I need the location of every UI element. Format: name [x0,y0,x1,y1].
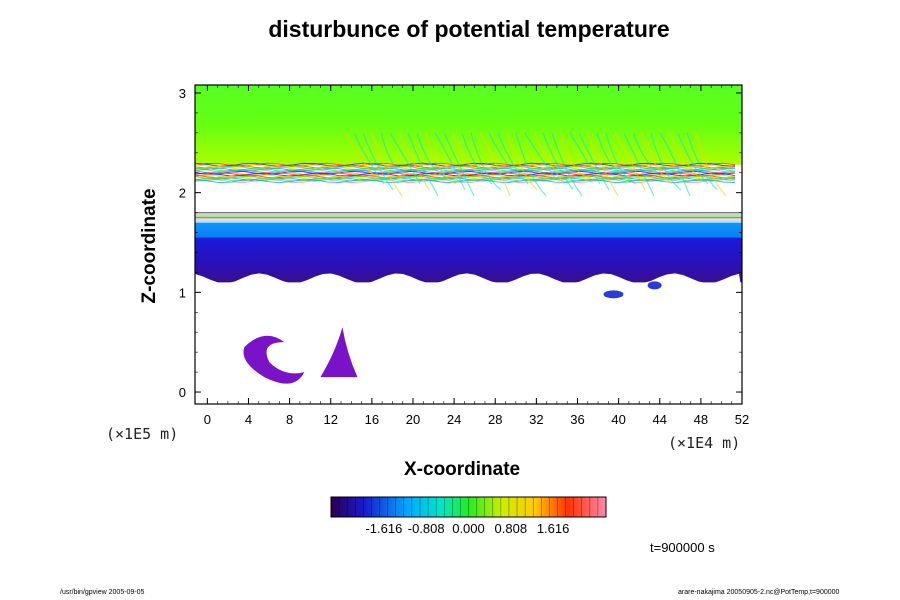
field-ripple [479,132,511,197]
colorbar-frame [330,496,607,518]
field-layer [195,85,742,165]
field-blob [320,327,358,378]
field-ripple [605,132,637,185]
chart-title: disturbunce of potential temperature [268,16,670,42]
colorbar-tick-label: -1.616 [365,521,402,536]
field-ripple [596,132,628,179]
x-axis: 0 4 8 12 16 20 24 28 32 36 40 44 48 52 [204,85,749,427]
field-ripple [569,132,601,185]
x-tick-label: 12 [323,412,337,427]
y-tick-label: 2 [179,186,186,201]
field-ripple [506,132,538,191]
colorbar-tick-label: -0.808 [408,521,445,536]
colorbar-tick-label: 0.000 [452,521,485,536]
field-blob [243,335,305,384]
plot-frame [194,84,743,405]
x-tick-label: 32 [529,412,543,427]
field-ripple [686,132,718,191]
field-ripple [353,132,385,185]
field-ripple [488,132,520,179]
y-tick-label: 1 [179,285,186,300]
colorbar: -1.616 -0.808 0.000 0.808 1.616 [330,496,607,536]
x-tick-label: 8 [286,412,293,427]
field-ripple [677,132,709,185]
x-tick-label: 20 [406,412,420,427]
time-label: t=900000 s [650,540,715,555]
field-ripple [560,132,592,179]
field-streak [195,179,736,184]
x-unit-label: (×1E4 m) [668,434,741,452]
field-ripple [614,132,646,191]
field-ripple [380,132,412,179]
y-tick-label: 0 [179,385,186,400]
x-tick-label: 40 [611,412,625,427]
y-unit-label: (×1E5 m) [106,425,179,443]
field-ripple [551,132,583,197]
x-tick-label: 0 [204,412,211,427]
field-ripple [623,132,655,197]
colorbar-tick-label: 0.808 [495,521,528,536]
field-ripple [587,132,619,197]
x-tick-label: 28 [488,412,502,427]
x-tick-label: 36 [570,412,584,427]
field-ripple [470,132,502,191]
x-tick-label: 4 [245,412,252,427]
field-ripple [443,132,475,197]
y-axis: 0 1 2 3 [179,86,742,400]
field-gap [195,187,742,211]
footer-right: arare-nakajima 20050905-2.nc@PotTemp,t=9… [678,589,840,596]
field-ripple [425,132,457,185]
x-tick-label: 16 [365,412,379,427]
field-streak [195,164,736,169]
x-tick-label: 24 [447,412,461,427]
field-ripple [461,132,493,185]
field-transition [195,222,742,238]
field-ripple [695,132,727,197]
field-ripple [668,132,700,179]
field-ripple [344,132,376,179]
footer-left: /usr/bin/gpview 2005-09-05 [60,589,145,596]
y-axis-label: Z-coordinate [139,188,160,304]
field-ripple [452,132,484,179]
x-tick-label: 44 [653,412,667,427]
heatmap-field [195,85,742,384]
field-ripple [371,132,403,197]
field-ripple [497,132,529,185]
field-ripple [416,132,448,179]
field-ripple [533,132,565,185]
x-tick-label: 48 [694,412,708,427]
field-streak [195,167,736,172]
field-ripple [434,132,466,191]
colorbar-tick-label: 1.616 [537,521,570,536]
x-axis-label: X-coordinate [404,459,521,480]
field-edge [195,273,742,293]
field-blob [647,281,662,290]
field-ripple [524,132,556,179]
field-ripple [632,132,664,179]
field-streak [195,172,736,177]
field-ripple [578,132,610,191]
y-tick-label: 3 [179,86,186,101]
x-tick-label: 52 [735,412,749,427]
field-ripple [515,132,547,197]
field-ripple [641,132,673,185]
field-blob [603,290,624,299]
field-ripple [407,132,439,197]
field-ripple [650,132,682,191]
field-ripple [542,132,574,191]
field-ripple [389,132,421,185]
field-ripple [659,132,691,197]
field-ripple [362,132,394,191]
field-ripple [398,132,430,191]
